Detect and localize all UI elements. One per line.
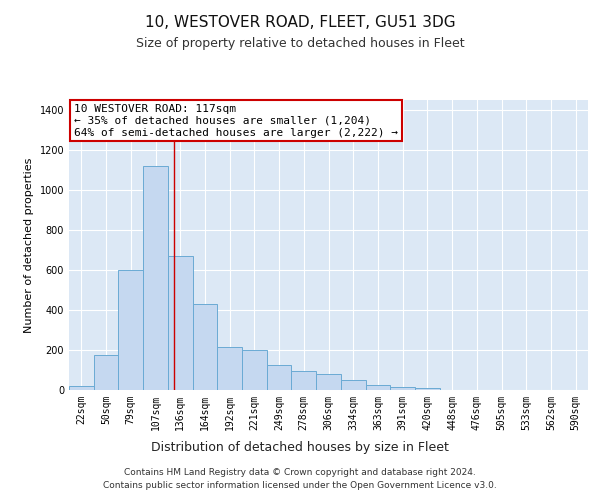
Text: Contains HM Land Registry data © Crown copyright and database right 2024.: Contains HM Land Registry data © Crown c… [124,468,476,477]
Text: Size of property relative to detached houses in Fleet: Size of property relative to detached ho… [136,38,464,51]
Bar [217,347,242,390]
Bar [415,388,440,390]
Bar [390,387,415,390]
Bar [94,355,118,390]
Bar [69,386,94,390]
Bar [292,371,316,390]
Bar [316,374,341,390]
Text: 10 WESTOVER ROAD: 117sqm
← 35% of detached houses are smaller (1,204)
64% of sem: 10 WESTOVER ROAD: 117sqm ← 35% of detach… [74,104,398,138]
Bar [168,256,193,390]
Text: Contains public sector information licensed under the Open Government Licence v3: Contains public sector information licen… [103,480,497,490]
Bar [242,350,267,390]
Text: Distribution of detached houses by size in Fleet: Distribution of detached houses by size … [151,441,449,454]
Y-axis label: Number of detached properties: Number of detached properties [24,158,34,332]
Bar [193,304,217,390]
Bar [341,380,365,390]
Bar [267,365,292,390]
Text: 10, WESTOVER ROAD, FLEET, GU51 3DG: 10, WESTOVER ROAD, FLEET, GU51 3DG [145,15,455,30]
Bar [143,166,168,390]
Bar [118,270,143,390]
Bar [365,385,390,390]
